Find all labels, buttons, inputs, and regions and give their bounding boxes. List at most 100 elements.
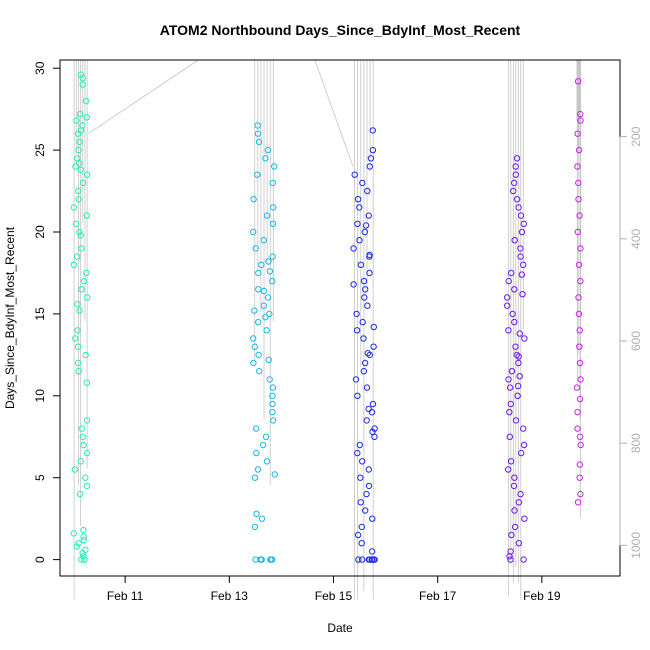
- data-point: [265, 356, 272, 363]
- data-point: [74, 359, 82, 367]
- data-point: [76, 307, 83, 314]
- data-point: [76, 490, 84, 498]
- data-point: [82, 97, 90, 105]
- x-axis-label: Date: [327, 621, 353, 635]
- data-point: [354, 531, 362, 539]
- data-point: [75, 368, 82, 375]
- y-axis-left: 0 5 10 15 20 25 30: [33, 61, 61, 563]
- data-point: [74, 343, 82, 350]
- data-point: [515, 353, 522, 360]
- data-point: [269, 384, 277, 391]
- data-point: [260, 287, 268, 295]
- data-point: [77, 166, 85, 174]
- x-axis: Feb 11 Feb 13 Feb 15 Feb 17 Feb 19: [107, 575, 561, 603]
- data-point: [370, 323, 377, 331]
- data-point: [505, 466, 512, 473]
- data-point: [79, 122, 86, 129]
- y-right-tick-label: 400: [629, 228, 643, 248]
- data-point: [269, 220, 277, 228]
- data-point: [517, 490, 524, 498]
- plot-area: [59, 59, 621, 577]
- data-point: [70, 530, 78, 537]
- data-point: [250, 196, 257, 203]
- data-point: [362, 222, 370, 229]
- data-point: [354, 392, 361, 399]
- data-point: [576, 461, 583, 468]
- data-point: [361, 228, 368, 236]
- data-point: [258, 556, 265, 563]
- data-point: [254, 122, 261, 129]
- data-point: [252, 556, 259, 563]
- data-point: [365, 556, 372, 563]
- data-point: [359, 318, 366, 326]
- data-point: [269, 392, 276, 399]
- data-point: [514, 392, 521, 399]
- data-point: [574, 78, 582, 85]
- data-point: [514, 382, 522, 390]
- data-point: [575, 310, 583, 318]
- data-point: [360, 368, 367, 375]
- data-point: [507, 458, 515, 465]
- data-point: [255, 138, 263, 146]
- data-point: [520, 261, 527, 268]
- data-point: [363, 417, 370, 424]
- data-point: [80, 553, 87, 560]
- data-point: [260, 237, 267, 244]
- data-point: [361, 294, 368, 301]
- x-tick-label: Feb 15: [315, 589, 353, 603]
- data-point: [76, 110, 84, 118]
- data-point: [79, 81, 86, 88]
- data-point: [369, 146, 377, 154]
- data-point: [360, 277, 368, 285]
- data-point: [365, 466, 372, 473]
- data-point: [365, 212, 372, 219]
- data-point: [83, 171, 91, 178]
- y-tick-label: 20: [33, 225, 47, 239]
- data-point: [575, 294, 582, 301]
- data-point: [515, 499, 522, 506]
- data-point: [263, 212, 271, 219]
- data-point: [259, 441, 267, 449]
- data-point: [77, 458, 85, 465]
- data-point: [577, 277, 584, 285]
- data-point: [78, 245, 85, 252]
- data-point: [521, 515, 528, 522]
- data-point: [74, 155, 81, 162]
- data-point: [255, 269, 262, 277]
- chart-title: ATOM2 Northbound Days_Since_BdyInf_Most_…: [160, 22, 521, 38]
- data-point: [367, 155, 375, 162]
- data-point: [251, 343, 259, 350]
- data-point: [83, 114, 91, 121]
- data-point: [353, 310, 360, 318]
- data-point: [512, 163, 519, 170]
- data-point: [576, 359, 584, 367]
- data-point: [577, 376, 584, 383]
- data-point: [83, 269, 90, 277]
- data-point: [80, 441, 87, 449]
- data-point: [75, 196, 82, 203]
- data-point: [269, 409, 276, 416]
- data-point: [350, 281, 357, 288]
- data-point: [266, 310, 273, 318]
- data-point: [251, 474, 259, 481]
- data-point: [258, 261, 265, 268]
- data-point: [266, 268, 274, 275]
- data-point: [250, 335, 257, 342]
- data-point: [266, 376, 273, 383]
- data-point: [574, 163, 581, 170]
- data-point: [262, 314, 269, 321]
- data-point: [265, 258, 272, 265]
- data-point: [519, 291, 526, 298]
- data-point: [515, 540, 523, 547]
- data-point: [254, 171, 261, 178]
- data-point: [83, 379, 91, 386]
- data-point: [73, 543, 80, 550]
- data-point: [256, 368, 263, 375]
- data-point: [511, 523, 519, 531]
- data-point: [517, 253, 524, 260]
- data-point: [252, 245, 259, 252]
- data-point: [577, 117, 584, 124]
- data-point: [83, 482, 91, 490]
- data-point: [354, 196, 362, 203]
- data-point: [357, 474, 364, 481]
